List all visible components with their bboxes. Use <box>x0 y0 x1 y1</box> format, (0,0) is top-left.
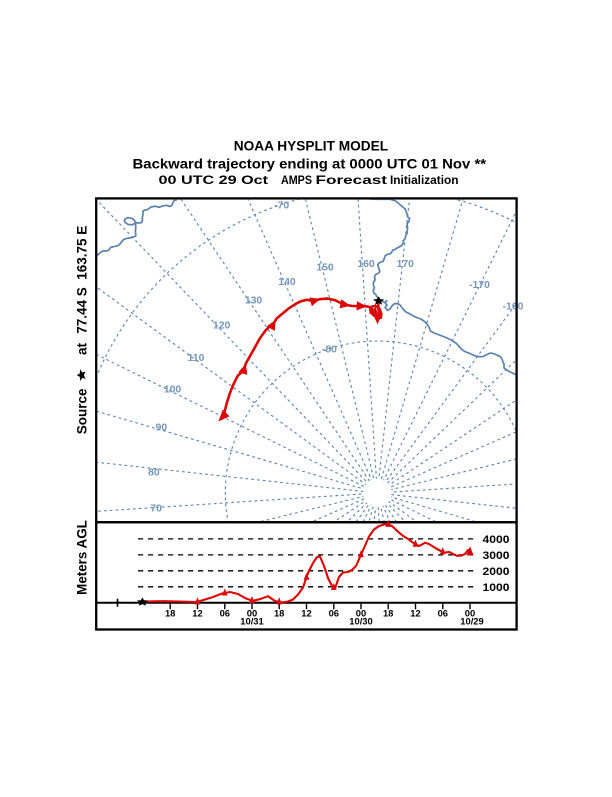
svg-text:10/31: 10/31 <box>240 616 263 627</box>
svg-text:12: 12 <box>301 607 311 618</box>
svg-text:06: 06 <box>220 607 230 618</box>
svg-text:100: 100 <box>164 385 182 396</box>
svg-text:Backward trajectory ending at: Backward trajectory ending at 0000 UTC 0… <box>133 156 487 172</box>
svg-text:110: 110 <box>188 353 205 364</box>
svg-text:06: 06 <box>438 607 448 618</box>
svg-text:06: 06 <box>329 607 339 618</box>
svg-text:130: 130 <box>245 296 263 307</box>
svg-text:at: at <box>74 342 89 355</box>
svg-text:10/30: 10/30 <box>349 616 372 627</box>
svg-text:3000: 3000 <box>483 550 510 562</box>
svg-text:18: 18 <box>383 607 393 618</box>
svg-text:170: 170 <box>397 259 415 270</box>
svg-text:AMPS: AMPS <box>281 173 312 187</box>
svg-text:80: 80 <box>148 467 160 478</box>
svg-text:18: 18 <box>165 607 175 618</box>
svg-text:120: 120 <box>213 321 231 332</box>
svg-text:18: 18 <box>274 607 284 618</box>
svg-text:160: 160 <box>357 259 375 270</box>
svg-text:-80: -80 <box>322 345 337 356</box>
svg-text:Meters AGL: Meters AGL <box>75 520 90 595</box>
svg-text:-170: -170 <box>469 280 490 291</box>
svg-text:4000: 4000 <box>483 534 510 546</box>
svg-text:12: 12 <box>410 607 420 618</box>
svg-text:77.44 S 163.75 E: 77.44 S 163.75 E <box>74 226 89 334</box>
svg-text:00 UTC 29 Oct: 00 UTC 29 Oct <box>159 173 269 187</box>
svg-text:00: 00 <box>247 607 257 618</box>
svg-text:NOAA HYSPLIT MODEL: NOAA HYSPLIT MODEL <box>234 139 389 155</box>
svg-text:Source: Source <box>74 388 89 434</box>
svg-text:10/29: 10/29 <box>460 616 483 627</box>
svg-text:90: 90 <box>156 422 168 433</box>
svg-text:150: 150 <box>316 263 334 274</box>
svg-text:00: 00 <box>356 607 366 618</box>
svg-text:Forecast: Forecast <box>316 173 388 187</box>
svg-text:-160: -160 <box>503 301 524 312</box>
svg-text:00: 00 <box>465 607 475 618</box>
svg-text:140: 140 <box>278 277 296 288</box>
svg-text:70: 70 <box>150 504 162 515</box>
svg-text:2000: 2000 <box>483 566 510 578</box>
svg-text:Initialization: Initialization <box>390 173 459 187</box>
svg-text:12: 12 <box>192 607 202 618</box>
svg-text:1000: 1000 <box>483 582 510 594</box>
svg-text:-70: -70 <box>274 201 289 212</box>
